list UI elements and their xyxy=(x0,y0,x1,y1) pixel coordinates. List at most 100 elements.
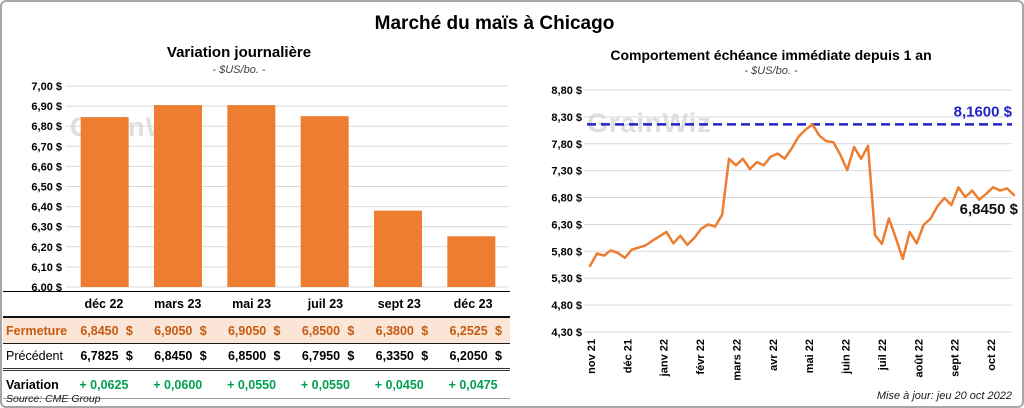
y-tick-label: 6,30 $ xyxy=(551,219,582,231)
x-tick-label: févr 22 xyxy=(695,339,707,374)
value-cell: 6,7950 $ xyxy=(289,349,363,363)
currency-symbol: $ xyxy=(273,323,281,338)
value-number: 6,7950 xyxy=(301,349,341,363)
value-number: 6,9050 xyxy=(154,323,193,338)
column-header: déc 22 xyxy=(84,297,124,311)
currency-symbol: $ xyxy=(495,323,502,338)
value-number: 6,2050 xyxy=(449,349,488,363)
front-month-line-chart: 4,30 $ 4,80 $ 5,30 $ 5,80 $ 6,30 $ 6,80 $ 7,30… xyxy=(551,85,1019,381)
y-tick-label: 6,40 $ xyxy=(31,202,62,214)
value-cell: + 0,0600 xyxy=(141,378,215,392)
value-cell: 6,9050 $ xyxy=(141,324,215,338)
x-tick-label: oct 22 xyxy=(986,339,998,371)
value-cell: 6,9050 $ xyxy=(215,324,289,338)
y-tick-label: 5,30 $ xyxy=(551,273,582,285)
currency-symbol: $ xyxy=(125,323,133,338)
ref-line-label: 8,1600 $ xyxy=(954,103,1013,120)
y-tick-label: 7,30 $ xyxy=(551,166,582,178)
x-tick-label: juil 22 xyxy=(877,339,889,371)
currency-symbol: $ xyxy=(199,323,207,338)
y-tick-label: 5,80 $ xyxy=(551,246,582,258)
price-table: déc 22 mars 23 mai 23 juil 23 sept 23 déc 23 F… xyxy=(3,291,510,399)
value-number: 6,2525 xyxy=(449,323,488,338)
y-tick-label: 6,50 $ xyxy=(31,182,62,194)
row-label: Variation xyxy=(6,377,59,392)
value-cell: + 0,0475 xyxy=(436,378,510,392)
value-number: 6,8450 xyxy=(80,323,119,338)
table-row-variation: Variation + 0,0625 + 0,0600 + 0,0550 + 0,055… xyxy=(3,371,510,399)
bar-mars 23 xyxy=(154,105,202,287)
last-value-label: 6,8450 $ xyxy=(960,201,1019,218)
y-tick-label: 6,80 $ xyxy=(551,193,582,205)
value-cell: 6,3350 $ xyxy=(362,349,436,363)
value-number: + 0,0625 xyxy=(79,377,129,392)
value-number: 6,3350 xyxy=(375,349,414,363)
value-number: + 0,0550 xyxy=(227,377,277,392)
page-title: Marché du maïs à Chicago xyxy=(374,13,615,34)
table-row-fermeture: Fermeture 6,8450 $6,9050 $6,9050 $6,8500 $6,3… xyxy=(3,318,510,344)
watermark-logo: GrainWiz xyxy=(587,108,712,138)
value-number: 6,7825 xyxy=(80,349,119,363)
updated-note: Mise à jour: jeu 20 oct 2022 xyxy=(876,390,1012,402)
currency-symbol: $ xyxy=(421,349,429,363)
x-tick-label: août 22 xyxy=(913,339,925,378)
column-header: mai 23 xyxy=(232,297,272,311)
y-tick-label: 6,30 $ xyxy=(31,222,62,234)
column-header: sept 23 xyxy=(377,297,421,311)
currency-symbol: $ xyxy=(199,349,207,363)
value-cell: 6,7825 $ xyxy=(67,349,141,363)
value-number: + 0,0450 xyxy=(374,377,424,392)
value-cell: 6,3800 $ xyxy=(362,324,436,338)
currency-symbol: $ xyxy=(347,349,355,363)
row-label: Fermeture xyxy=(6,323,68,338)
column-header: déc 23 xyxy=(453,297,493,311)
y-tick-label: 6,70 $ xyxy=(31,141,62,153)
x-tick-label: juin 22 xyxy=(841,339,853,375)
x-tick-label: mai 22 xyxy=(804,339,816,373)
y-tick-label: 8,80 $ xyxy=(551,85,582,97)
table-row-precedent: Précédent 6,7825 $6,8450 $6,8500 $6,7950 $6,3… xyxy=(3,344,510,371)
currency-symbol: $ xyxy=(421,323,429,338)
x-tick-label: avr 22 xyxy=(768,339,780,371)
y-tick-label: 6,90 $ xyxy=(31,101,62,113)
value-number: 6,8500 xyxy=(301,323,341,338)
value-number: 6,8450 xyxy=(154,349,193,363)
daily-variation-bar-chart: 6,00 $6,10 $6,20 $6,30 $6,40 $6,50 $6,60… xyxy=(31,81,508,294)
table-header-row: déc 22 mars 23 mai 23 juil 23 sept 23 déc 23 xyxy=(3,291,510,318)
bar-juil 23 xyxy=(300,116,349,288)
y-tick-label: 6,10 $ xyxy=(31,262,62,274)
bar-déc 23 xyxy=(447,236,496,287)
value-number: + 0,0600 xyxy=(153,377,203,392)
bar-sept 23 xyxy=(374,210,422,287)
y-tick-label: 6,60 $ xyxy=(31,161,62,173)
x-tick-label: nov 21 xyxy=(586,339,598,374)
x-tick-label: sept 22 xyxy=(950,339,962,377)
column-header: mars 23 xyxy=(154,297,202,311)
value-cell: 6,2525 $ xyxy=(436,324,510,338)
value-cell: 6,2050 $ xyxy=(436,349,510,363)
value-cell: + 0,0550 xyxy=(215,378,289,392)
bar-chart-title: Variation journalière xyxy=(166,44,312,61)
y-tick-label: 7,00 $ xyxy=(31,81,62,93)
price-line xyxy=(588,123,1016,268)
y-tick-label: 7,80 $ xyxy=(551,139,582,151)
x-tick-label: janv 22 xyxy=(659,339,671,377)
row-label: Précédent xyxy=(6,349,63,363)
y-tick-label: 4,80 $ xyxy=(551,300,582,312)
x-tick-label: mars 22 xyxy=(731,339,743,381)
line-chart-title: Comportement échéance immédiate depuis 1… xyxy=(610,47,932,63)
bar-mai 23 xyxy=(227,105,276,287)
value-number: + 0,0550 xyxy=(300,377,350,392)
bar-déc 22 xyxy=(80,117,129,287)
value-cell: 6,8500 $ xyxy=(289,324,363,338)
line-chart-subtitle: - $US/bo. - xyxy=(744,65,798,77)
y-tick-label: 6,20 $ xyxy=(31,242,62,254)
currency-symbol: $ xyxy=(347,323,355,338)
value-cell: 6,8450 $ xyxy=(141,349,215,363)
column-header: juil 23 xyxy=(307,297,344,311)
y-tick-label: 6,80 $ xyxy=(31,121,62,133)
value-number: 6,9050 xyxy=(227,323,267,338)
currency-symbol: $ xyxy=(125,349,133,363)
value-cell: + 0,0625 xyxy=(67,378,141,392)
